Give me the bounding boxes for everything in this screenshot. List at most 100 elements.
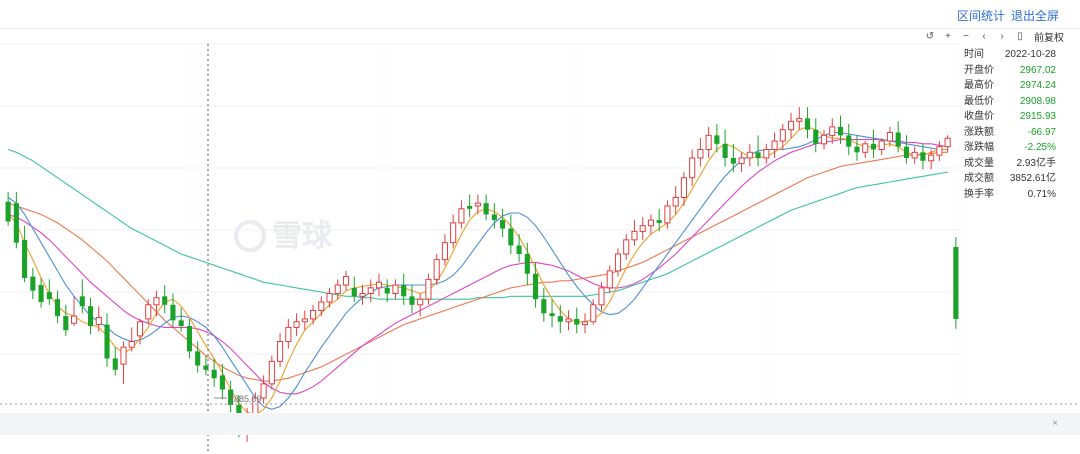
exit-fullscreen-link[interactable]: 退出全屏 — [1011, 9, 1060, 23]
low-price-label: 2885.09 — [229, 394, 262, 404]
zoom-in-icon[interactable]: + — [945, 30, 951, 42]
candle-body-up — [136, 321, 144, 337]
candle-body-up — [639, 225, 646, 232]
candle-body-down — [854, 146, 860, 153]
candle-body-down — [953, 246, 959, 319]
info-row: 涨跌额 -66.97 — [960, 125, 1060, 141]
candle-body-up — [606, 270, 613, 289]
candle-body-down — [22, 239, 28, 278]
candle-body-up — [392, 284, 399, 295]
candle-body-up — [433, 259, 440, 280]
reset-icon[interactable]: ↺ — [925, 30, 935, 42]
candle-body-up — [326, 293, 333, 303]
close-icon[interactable]: × — [1052, 418, 1058, 429]
candle-body-down — [195, 351, 201, 366]
candle-body-down — [351, 287, 357, 297]
candle-body-up — [862, 143, 869, 153]
candle-body-down — [549, 313, 555, 317]
candle-body-up — [689, 157, 696, 179]
candle-body-down — [508, 228, 514, 246]
candle-body-up — [886, 132, 894, 142]
candle-body-up — [342, 276, 350, 286]
info-value: 3852.61亿 — [1009, 173, 1056, 184]
candle-body-down — [170, 304, 176, 321]
candle-body-up — [581, 321, 589, 326]
candle-body-down — [574, 318, 580, 325]
candle-body-up — [375, 281, 383, 289]
watermark-logo-icon — [234, 220, 266, 252]
fuquan-selector[interactable]: 前复权 — [1034, 32, 1064, 44]
info-value: 2.93亿手 — [1016, 157, 1056, 169]
candle-body-down — [714, 135, 720, 144]
candle-body-up — [70, 315, 78, 324]
candle-body-down — [870, 143, 877, 150]
toggle-switch-icon[interactable]: ▯ — [1017, 30, 1023, 42]
candle-body-up — [911, 151, 918, 159]
candle-body-down — [401, 285, 407, 297]
scroll-left-icon[interactable]: ‹ — [982, 30, 986, 42]
candle-body-down — [186, 325, 192, 352]
info-value: 2908.98 — [1019, 95, 1056, 107]
info-value: -66.97 — [1027, 126, 1056, 138]
candle-body-down — [87, 306, 94, 326]
candle-body-up — [672, 196, 679, 207]
info-row: 成交量 2.93亿手 — [960, 156, 1060, 172]
candle-body-down — [656, 220, 662, 223]
candle-body-up — [309, 309, 317, 320]
candle-body-down — [895, 132, 901, 147]
candle-body-up — [334, 284, 341, 295]
ma20-line — [7, 139, 948, 395]
info-label: 时间 — [964, 49, 984, 60]
zoom-out-icon[interactable]: − — [963, 30, 969, 42]
candle-body-down — [483, 203, 489, 215]
candle-body-up — [450, 222, 457, 244]
candle-body-down — [722, 143, 728, 158]
candle-body-down — [46, 292, 52, 300]
candle-body-up — [820, 134, 828, 145]
candle-body-up — [293, 321, 300, 328]
candle-body-up — [145, 304, 152, 320]
candle-body-down — [55, 299, 61, 317]
range-slider-bar[interactable]: × — [0, 413, 1080, 435]
candle-body-up — [128, 341, 135, 348]
candle-body-down — [5, 201, 11, 222]
candle-body-down — [409, 296, 415, 305]
candle-body-up — [746, 151, 753, 159]
candle-body-up — [779, 129, 786, 142]
candle-body-up — [268, 360, 275, 385]
info-label: 换手率 — [964, 188, 994, 200]
candle-body-up — [771, 140, 778, 150]
info-row: 最低价 2908.98 — [960, 94, 1060, 110]
candle-body-up — [153, 297, 160, 306]
candle-body-down — [384, 287, 390, 294]
candle-body-up — [796, 117, 803, 122]
candle-body-down — [846, 135, 852, 147]
scroll-right-icon[interactable]: › — [1000, 30, 1004, 42]
candle-body-up — [417, 298, 424, 306]
info-row: 时间 2022-10-28 — [960, 47, 1060, 63]
region-stats-link[interactable]: 区间统计 — [957, 9, 1006, 23]
candle-body-down — [920, 152, 926, 161]
candle-body-up — [614, 253, 622, 272]
info-label: 涨跌幅 — [964, 142, 994, 153]
candle-body-down — [524, 253, 530, 274]
candle-body-down — [516, 245, 522, 254]
info-label: 成交量 — [964, 157, 994, 169]
ma5-line — [7, 126, 948, 416]
candle-body-down — [228, 389, 234, 406]
top-bar: 区间统计 退出全屏 — [0, 0, 1080, 29]
candle-body-up — [95, 317, 102, 326]
candle-body-down — [557, 316, 563, 322]
candle-body-up — [359, 293, 366, 297]
candle-body-up — [680, 177, 687, 198]
candle-body-down — [813, 129, 819, 144]
info-panel: 时间 2022-10-28 开盘价 2967.02 最高价 2974.24 最低价 2908.… — [960, 47, 1060, 202]
candle-body-down — [541, 299, 547, 314]
ma10-line — [7, 131, 948, 410]
ma30-line — [7, 151, 948, 382]
candle-body-down — [63, 316, 69, 331]
candle-body-down — [491, 214, 497, 221]
candle-body-up — [458, 208, 465, 224]
info-value: 2022-10-28 — [1004, 49, 1056, 60]
